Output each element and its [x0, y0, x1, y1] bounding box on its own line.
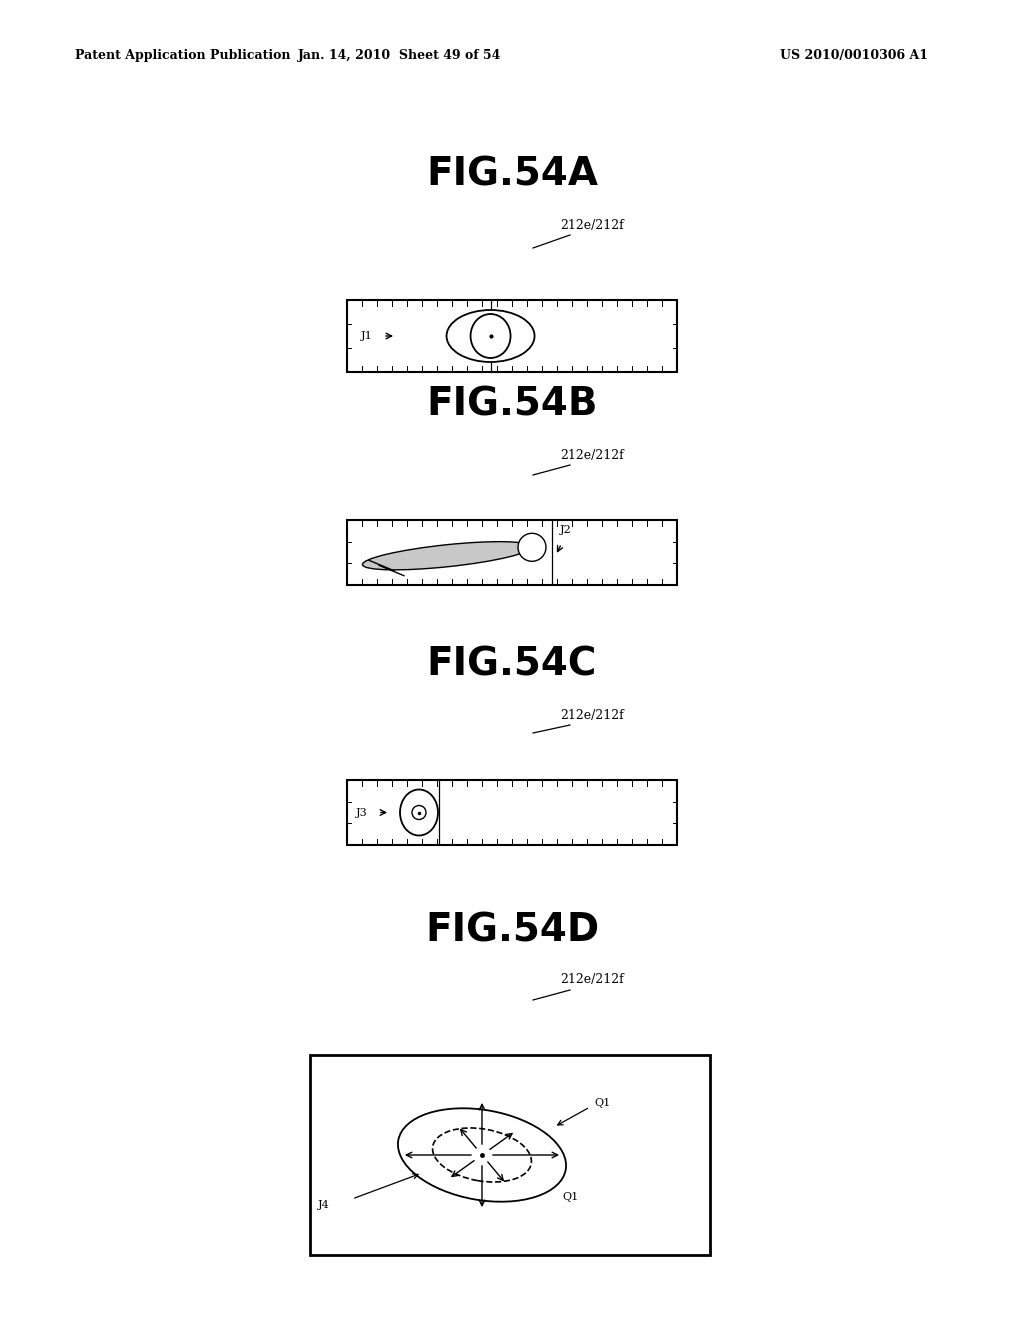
Bar — [310, 1055, 710, 1255]
Text: 212e/212f: 212e/212f — [560, 974, 624, 986]
Text: FIG.54A: FIG.54A — [426, 156, 598, 194]
Text: Patent Application Publication: Patent Application Publication — [75, 49, 291, 62]
Text: J2: J2 — [559, 525, 571, 536]
Ellipse shape — [432, 1129, 531, 1181]
Ellipse shape — [471, 314, 511, 358]
Text: 212e/212f: 212e/212f — [560, 709, 624, 722]
Ellipse shape — [398, 1109, 566, 1201]
Circle shape — [518, 533, 546, 561]
Bar — [347, 300, 677, 372]
Text: Q1: Q1 — [562, 1192, 579, 1203]
Text: J3: J3 — [356, 808, 368, 817]
Text: J1: J1 — [361, 331, 373, 341]
Ellipse shape — [362, 541, 531, 570]
Text: J4: J4 — [318, 1200, 330, 1210]
Text: FIG.54D: FIG.54D — [425, 911, 599, 949]
Text: FIG.54B: FIG.54B — [426, 385, 598, 424]
Ellipse shape — [446, 310, 535, 362]
Text: US 2010/0010306 A1: US 2010/0010306 A1 — [780, 49, 928, 62]
Text: Q1: Q1 — [594, 1098, 610, 1107]
Bar — [347, 780, 677, 845]
Ellipse shape — [400, 789, 438, 836]
Ellipse shape — [412, 805, 426, 820]
Text: Jan. 14, 2010  Sheet 49 of 54: Jan. 14, 2010 Sheet 49 of 54 — [298, 49, 502, 62]
Bar — [347, 520, 677, 585]
Text: FIG.54C: FIG.54C — [427, 645, 597, 684]
Text: 212e/212f: 212e/212f — [560, 219, 624, 231]
Text: 212e/212f: 212e/212f — [560, 449, 624, 462]
